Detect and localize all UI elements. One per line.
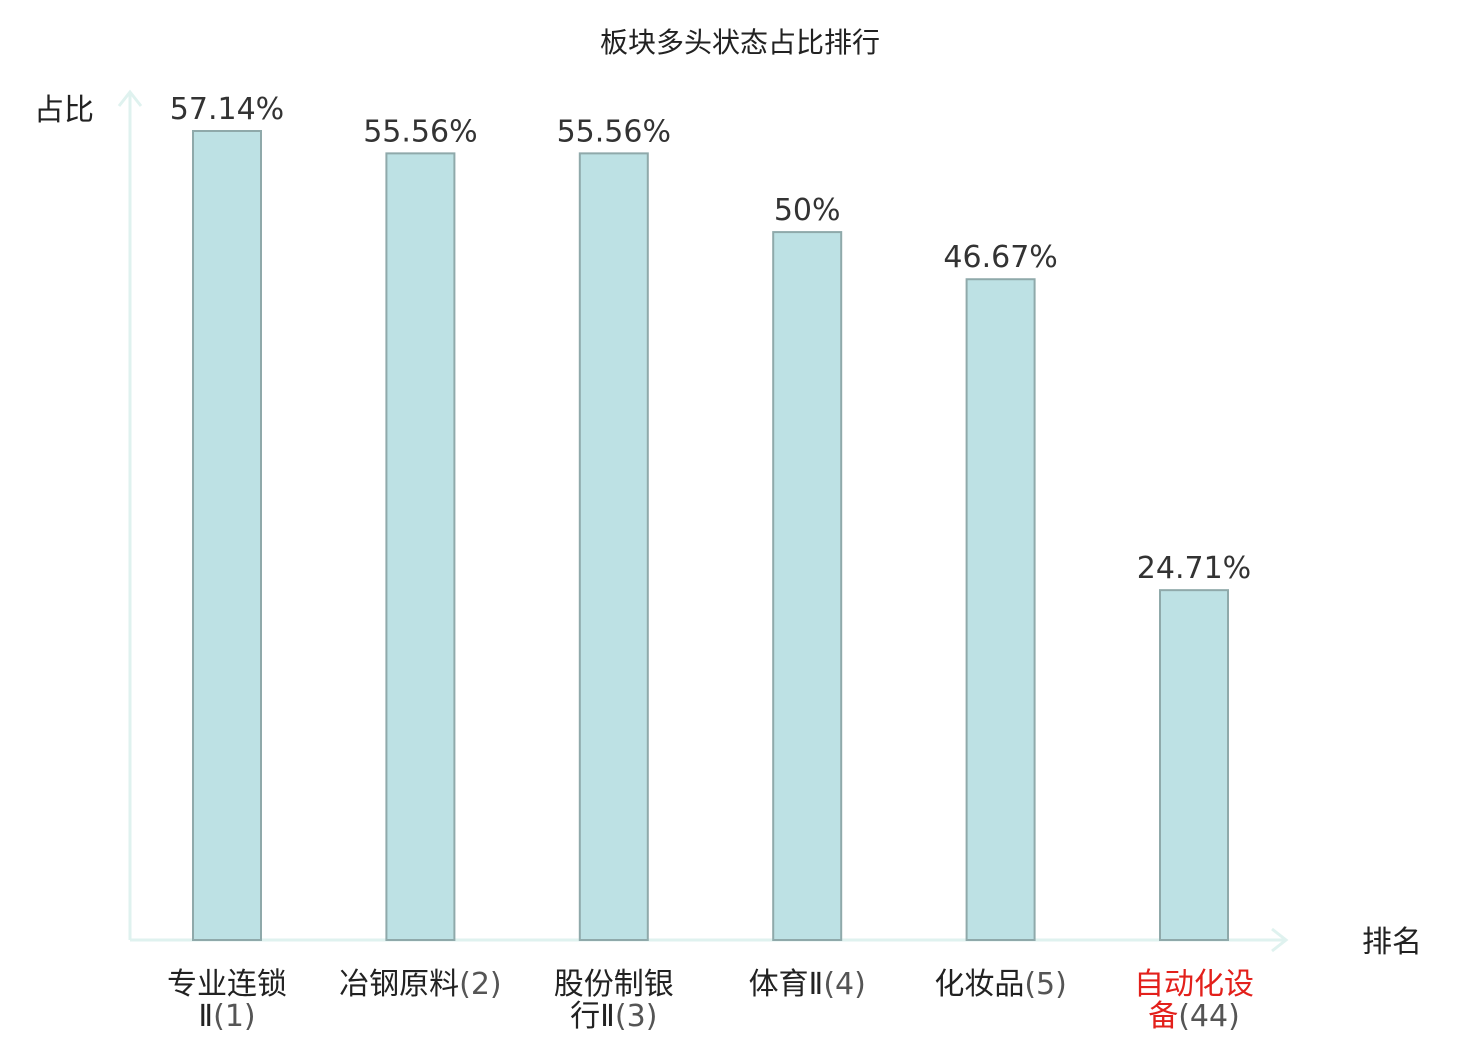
category-rank-5: (5) — [1024, 967, 1067, 1002]
x-axis-arrow — [1271, 927, 1289, 953]
bar-1 — [192, 130, 262, 941]
value-label-2: 55.56% — [363, 114, 477, 149]
chart-title: 板块多头状态占比排行 — [600, 26, 880, 59]
category-rank-4: (4) — [823, 967, 866, 1002]
category-label-1: 专业连锁 Ⅱ(1) — [167, 967, 287, 1034]
category-rank-2: (2) — [459, 967, 502, 1002]
value-label-3: 55.56% — [557, 114, 671, 149]
category-label-4: 体育Ⅱ(4) — [749, 967, 866, 1002]
y-axis-label: 占比 — [34, 93, 94, 128]
bar-3 — [578, 152, 649, 941]
category-rank-3: (3) — [615, 999, 658, 1034]
category-rank-6: (44) — [1178, 999, 1240, 1034]
value-label-4: 50% — [774, 193, 841, 228]
bar-2 — [385, 152, 456, 941]
category-label-2: 冶钢原料(2) — [339, 967, 502, 1002]
value-label-1: 57.14% — [170, 92, 284, 127]
bar-4 — [772, 231, 843, 941]
x-axis-label: 排名 — [1362, 925, 1422, 960]
value-labels-group: 57.14% 55.56% 55.56% 50% 46.67% 24.71% — [170, 92, 1251, 586]
category-label-3: 股份制银行Ⅱ(3) — [554, 967, 674, 1034]
category-rank-1: (1) — [213, 999, 256, 1034]
category-label-5: 化妆品(5) — [934, 967, 1067, 1002]
bars-group — [192, 130, 1229, 941]
bar-5 — [965, 278, 1036, 941]
y-axis-arrow — [117, 89, 143, 107]
category-label-6: 自动化设备(44) — [1134, 967, 1254, 1034]
bar-6 — [1159, 589, 1229, 941]
axes — [117, 89, 1289, 953]
value-label-5: 46.67% — [943, 240, 1057, 275]
category-labels-group: 专业连锁 Ⅱ(1) 冶钢原料(2) 股份制银行Ⅱ(3) 体育Ⅱ(4) 化妆品(5) 自动化设… — [167, 967, 1254, 1034]
value-label-6: 24.71% — [1137, 551, 1251, 586]
